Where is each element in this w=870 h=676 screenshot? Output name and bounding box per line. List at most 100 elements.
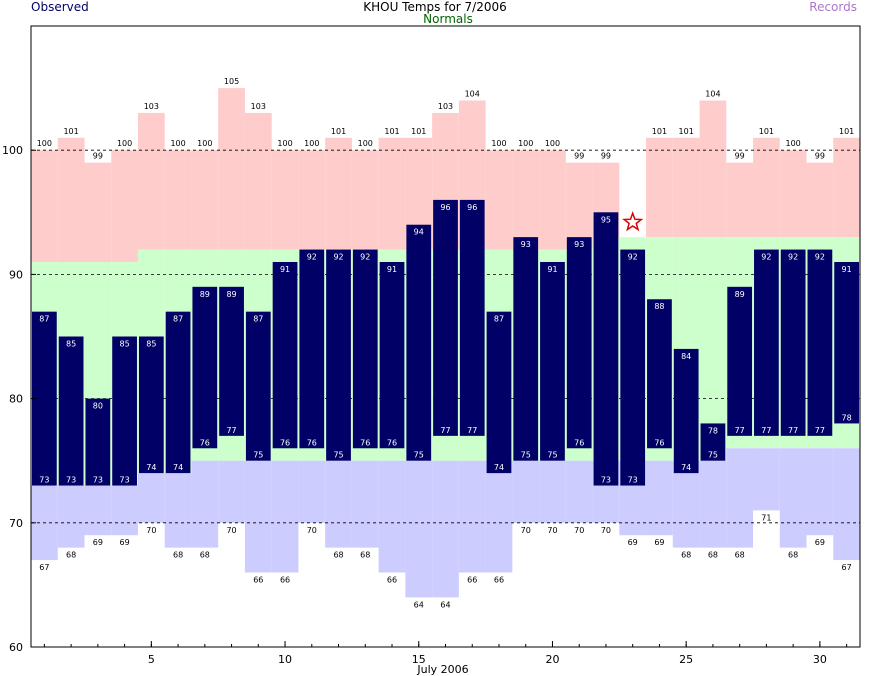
record-low-label: 66 [494,575,504,584]
record-low-label: 70 [146,526,156,535]
record-low-band [806,448,834,536]
observed-bar [112,336,137,486]
observed-high-label: 92 [333,253,343,262]
observed-bar [245,311,271,461]
record-low-band [218,460,245,523]
record-high-band [271,150,299,250]
observed-low-label: 77 [815,426,825,435]
record-low-label: 67 [842,563,852,572]
observed-high-label: 78 [708,426,718,435]
record-high-label: 103 [438,102,453,111]
observed-low-label: 75 [708,451,718,460]
observed-bar [192,286,218,449]
record-high-label: 103 [144,102,159,111]
record-high-band [351,150,379,250]
observed-low-label: 75 [521,451,531,460]
record-high-label: 99 [815,152,825,161]
observed-low-label: 75 [253,451,263,460]
record-low-label: 66 [253,575,263,584]
observed-bar [647,299,672,449]
x-tick-label: 25 [679,653,693,666]
record-low-band [164,473,192,548]
observed-high-label: 96 [440,203,450,212]
record-low-label: 70 [521,526,531,535]
observed-high-label: 87 [173,315,183,324]
record-low-band [512,460,540,523]
x-tick-label: 5 [148,653,155,666]
observed-bar [299,249,325,449]
missing-data-star-icon [622,211,644,232]
record-high-label: 100 [358,139,373,148]
record-high-band [191,150,219,250]
record-high-label: 101 [759,127,774,136]
record-high-band [833,137,860,238]
record-high-label: 100 [491,139,506,148]
observed-low-label: 77 [440,426,450,435]
legend-observed: Observed [31,0,89,14]
observed-bar [379,261,405,449]
observed-low-label: 77 [788,426,798,435]
observed-bar [700,423,726,461]
record-low-label: 69 [628,538,638,547]
observed-high-label: 80 [93,402,103,411]
record-low-band [111,485,138,536]
record-low-band [565,460,593,523]
observed-high-label: 89 [226,290,236,299]
record-low-label: 70 [307,526,317,535]
observed-bar [352,249,378,449]
record-low-band [325,460,352,548]
record-high-band [137,112,165,250]
record-low-band [539,460,566,523]
observed-low-label: 73 [66,476,76,485]
record-high-label: 100 [170,139,185,148]
record-high-label: 99 [93,152,103,161]
record-high-label: 101 [839,127,854,136]
record-low-band [485,460,513,573]
record-high-band [31,150,58,262]
observed-bar [593,212,619,486]
observed-high-label: 91 [387,265,397,274]
record-low-label: 66 [280,575,290,584]
x-tick-label: 10 [278,653,292,666]
record-low-band [726,448,754,548]
record-low-band [244,460,272,573]
record-high-band [779,150,807,238]
record-high-label: 101 [63,127,78,136]
record-high-band [164,150,192,250]
record-low-label: 68 [360,551,370,560]
record-low-label: 68 [200,551,210,560]
observed-bar [326,249,351,461]
observed-low-label: 74 [173,463,183,472]
record-low-band [84,485,112,536]
record-high-label: 100 [545,139,560,148]
record-low-label: 69 [93,538,103,547]
record-low-band [191,460,219,548]
y-tick-label: 70 [9,517,23,530]
observed-low-label: 77 [226,426,236,435]
record-high-band [646,137,673,238]
observed-low-label: 73 [39,476,49,485]
observed-high-label: 94 [414,228,424,237]
record-high-band [57,137,85,262]
observed-high-label: 93 [521,240,531,249]
observed-low-label: 76 [280,438,290,447]
observed-low-label: 74 [681,463,691,472]
record-low-label: 70 [574,526,584,535]
record-low-band [298,460,326,523]
record-low-label: 68 [173,551,183,560]
record-high-band [806,162,834,238]
observed-high-label: 93 [574,240,584,249]
y-tick-label: 90 [9,268,23,281]
observed-bar [727,286,753,436]
observed-low-label: 75 [414,451,424,460]
observed-high-label: 89 [735,290,745,299]
observed-low-label: 76 [360,438,370,447]
record-low-label: 66 [387,575,397,584]
record-low-label: 68 [333,551,343,560]
record-low-band [271,460,299,573]
observed-low-label: 76 [654,438,664,447]
record-high-label: 105 [224,77,239,86]
record-high-label: 99 [574,152,584,161]
record-high-band [726,162,754,238]
